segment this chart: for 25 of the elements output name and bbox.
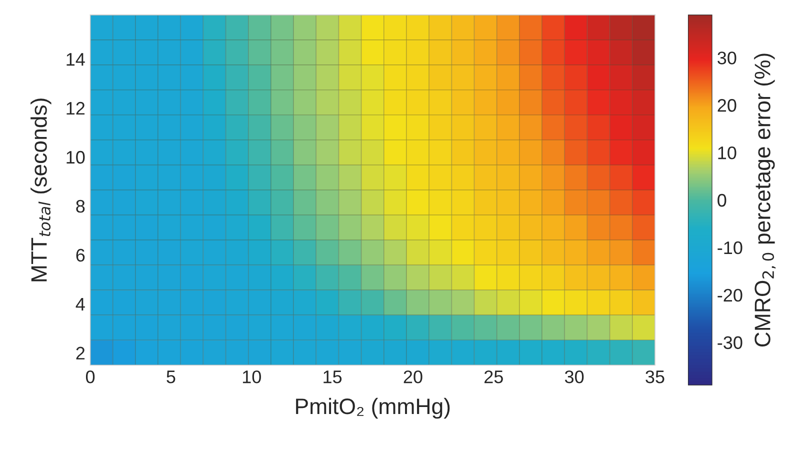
y-tick-label: 12	[66, 102, 85, 115]
color-bar-title: CMRO$_{2,0}$ percetage error (%)	[754, 54, 776, 347]
y-axis-title: MTT$_{total}$ (seconds)	[30, 98, 52, 282]
color-bar-label: -10	[718, 241, 742, 254]
color-bar-label: -30	[718, 336, 742, 350]
x-axis-title: PmitO₂ (mmHg)	[296, 398, 450, 419]
x-tick-label: 5	[166, 370, 176, 384]
color-bar-label: 0	[718, 194, 726, 207]
x-tick-label: 35	[646, 370, 664, 384]
y-tick-label: 10	[66, 150, 85, 164]
y-tick-label: 8	[76, 200, 85, 213]
color-bar-label: -20	[718, 288, 742, 302]
x-tick-label: 15	[324, 370, 342, 384]
x-tick-label: 20	[404, 370, 422, 384]
x-tick-label: 25	[484, 370, 503, 384]
y-tick-label: 14	[66, 53, 85, 66]
color-bar-label: 30	[718, 52, 736, 64]
y-tick-label: 2	[76, 346, 85, 360]
x-tick-label: 10	[242, 370, 261, 384]
color-bar-label: 20	[718, 99, 736, 112]
color-bar-label: 10	[718, 146, 736, 160]
y-tick-label: 6	[76, 248, 85, 262]
x-tick-label: 30	[564, 370, 584, 384]
x-tick-label: 0	[86, 370, 95, 384]
y-tick-label: 4	[76, 298, 85, 310]
